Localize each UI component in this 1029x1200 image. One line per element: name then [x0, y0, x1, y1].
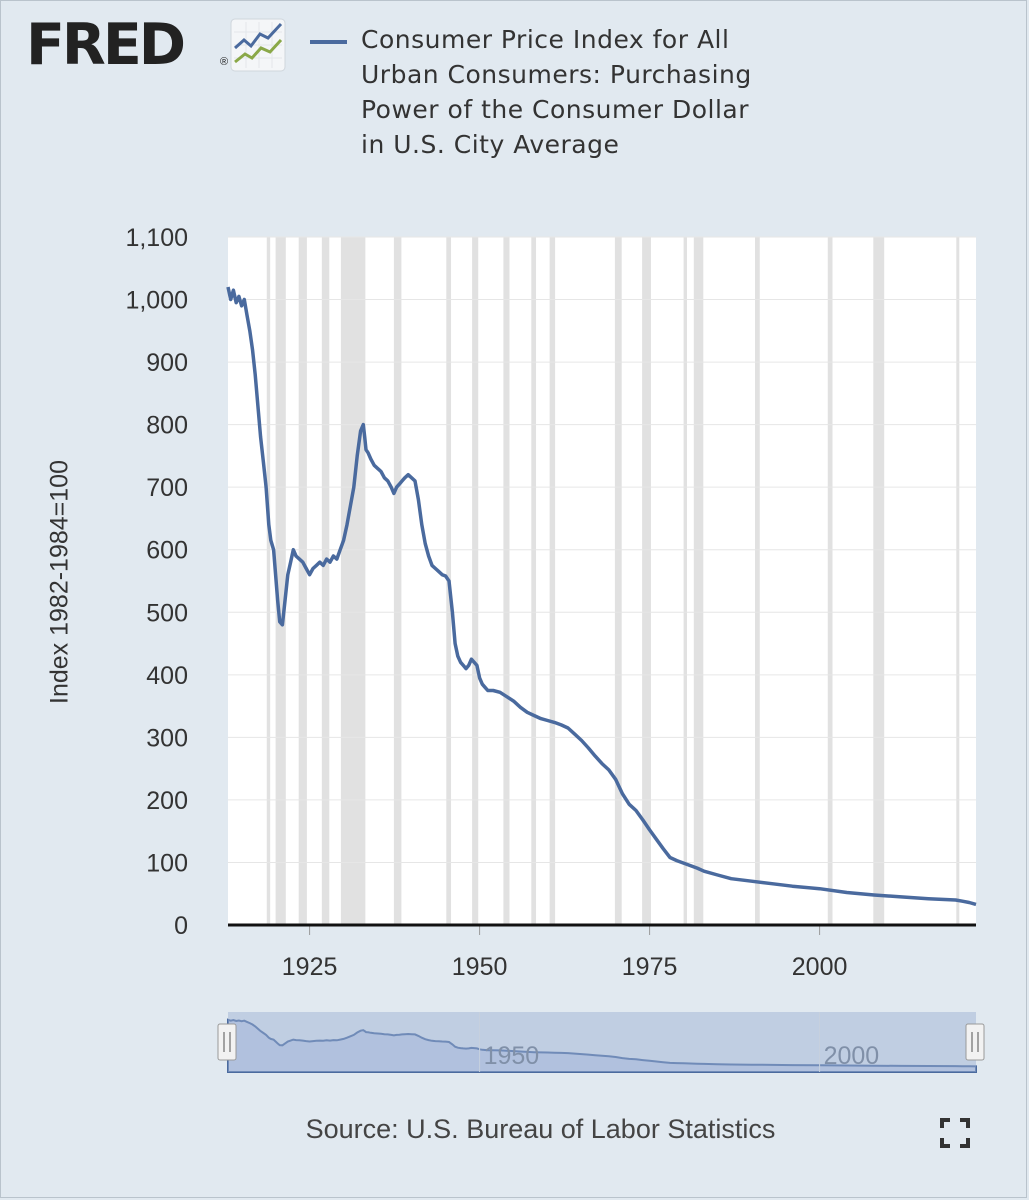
source-note: Source: U.S. Bureau of Labor Statistics — [305, 1114, 776, 1144]
legend-series-swatch — [310, 40, 347, 44]
registered-mark: ® — [220, 56, 229, 68]
recession-band — [755, 237, 760, 925]
legend-series-label[interactable]: Consumer Price Index for All Urban Consu… — [361, 25, 752, 159]
recession-band — [275, 237, 286, 925]
recession-band — [340, 237, 366, 925]
x-axis-ticks: 1925 1950 1975 2000 — [282, 925, 848, 981]
x-tick-label: 1975 — [622, 953, 678, 981]
y-tick-label: 600 — [146, 537, 188, 565]
navigator-area — [227, 1018, 977, 1073]
x-tick-label: 2000 — [792, 953, 848, 981]
chart-area: 0 100 200 300 400 500 600 700 800 900 1,000 1,100 1… — [125, 224, 985, 1073]
recession-band — [827, 237, 833, 925]
y-tick-label: 100 — [146, 849, 188, 877]
recession-band — [956, 237, 960, 925]
y-tick-label: 1,000 — [125, 287, 188, 315]
recession-band — [642, 237, 651, 925]
plot-background — [228, 237, 976, 925]
series-line[interactable] — [226, 286, 977, 907]
y-tick-label: 300 — [146, 724, 188, 752]
recession-band — [873, 237, 885, 925]
fred-logo[interactable]: FRED ® — [26, 14, 291, 76]
range-navigator[interactable]: 1950 2000 — [217, 1012, 985, 1073]
recession-band — [693, 237, 704, 925]
x-tick-label: 1925 — [282, 953, 338, 981]
y-tick-label: 900 — [146, 349, 188, 377]
recession-bands — [228, 237, 976, 925]
navigator-labels: 1950 2000 — [479, 1012, 880, 1072]
fullscreen-icon[interactable] — [940, 1118, 970, 1148]
fred-logo-text: FRED — [26, 12, 186, 78]
recession-band — [266, 237, 271, 925]
x-tick-label: 1950 — [452, 953, 508, 981]
navigator-handles[interactable] — [217, 1023, 985, 1061]
navigator-handle-left[interactable] — [217, 1023, 237, 1061]
recession-band — [614, 237, 622, 925]
navigator-handle-right[interactable] — [965, 1023, 985, 1061]
recession-band — [393, 237, 402, 925]
y-tick-label: 200 — [146, 787, 188, 815]
y-tick-label: 800 — [146, 412, 188, 440]
recession-band — [683, 237, 687, 925]
y-axis-ticks: 0 100 200 300 400 500 600 700 800 900 1,000 1,100 — [125, 224, 188, 940]
y-tick-label: 1,100 — [125, 224, 188, 252]
recession-band — [298, 237, 307, 925]
fred-logo-graph-icon — [230, 18, 286, 72]
recession-band — [549, 237, 556, 925]
recession-band — [321, 237, 330, 925]
recession-band — [503, 237, 510, 925]
y-axis-title-text: Index 1982-1984=100 — [45, 460, 74, 704]
navigator-label: 1950 — [484, 1042, 540, 1070]
navigator-selection-mask[interactable] — [228, 1012, 976, 1072]
navigator-label: 2000 — [824, 1042, 880, 1070]
recession-band — [531, 237, 537, 925]
y-tick-label: 500 — [146, 599, 188, 627]
recession-band — [472, 237, 479, 925]
y-tick-label: 400 — [146, 662, 188, 690]
series-layer — [226, 286, 977, 907]
y-tick-label: 700 — [146, 474, 188, 502]
y-tick-label: 0 — [174, 912, 188, 940]
